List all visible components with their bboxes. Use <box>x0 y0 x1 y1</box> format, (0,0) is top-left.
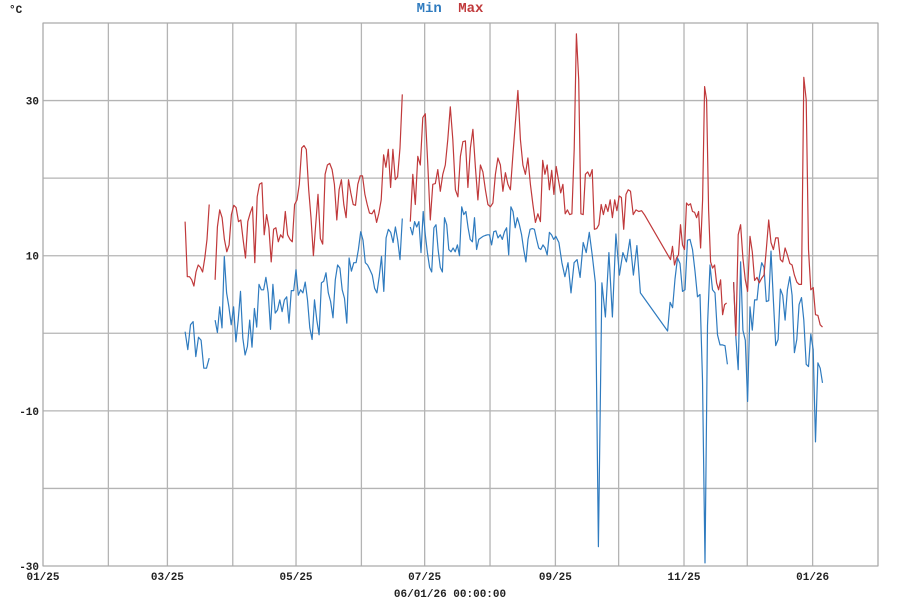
y-tick-label: -10 <box>19 407 39 419</box>
grid <box>42 22 879 567</box>
tick-labels: 01/25 03/25 05/25 07/25 09/25 11/25 01/26 30 10 -… <box>19 97 829 584</box>
y-tick-label: -30 <box>19 562 39 574</box>
legend: Min Max <box>417 1 484 17</box>
legend-min: Min <box>417 1 442 17</box>
series-line-min <box>214 218 403 356</box>
series-line-max <box>409 33 727 316</box>
series-lines <box>184 33 824 564</box>
x-tick-label: 09/25 <box>539 572 572 584</box>
x-tick-label: 03/25 <box>151 572 184 584</box>
x-axis-label: 06/01/26 00:00:00 <box>394 589 506 600</box>
series-line-max <box>184 204 210 287</box>
y-axis-unit: °C <box>9 5 23 17</box>
series-line-min <box>184 321 210 369</box>
series-line-max <box>214 94 403 280</box>
x-tick-label: 01/25 <box>26 572 59 584</box>
y-tick-label: 30 <box>26 97 39 109</box>
plot-border <box>42 22 879 567</box>
x-tick-label: 07/25 <box>408 572 441 584</box>
y-tick-label: 10 <box>26 252 39 264</box>
x-tick-label: 05/25 <box>280 572 313 584</box>
x-tick-label: 01/26 <box>796 572 829 584</box>
series-line-min <box>409 206 728 564</box>
x-tick-label: 11/25 <box>668 572 701 584</box>
legend-max: Max <box>458 1 484 17</box>
series-line-max <box>733 76 823 337</box>
series-line-min <box>733 250 824 443</box>
